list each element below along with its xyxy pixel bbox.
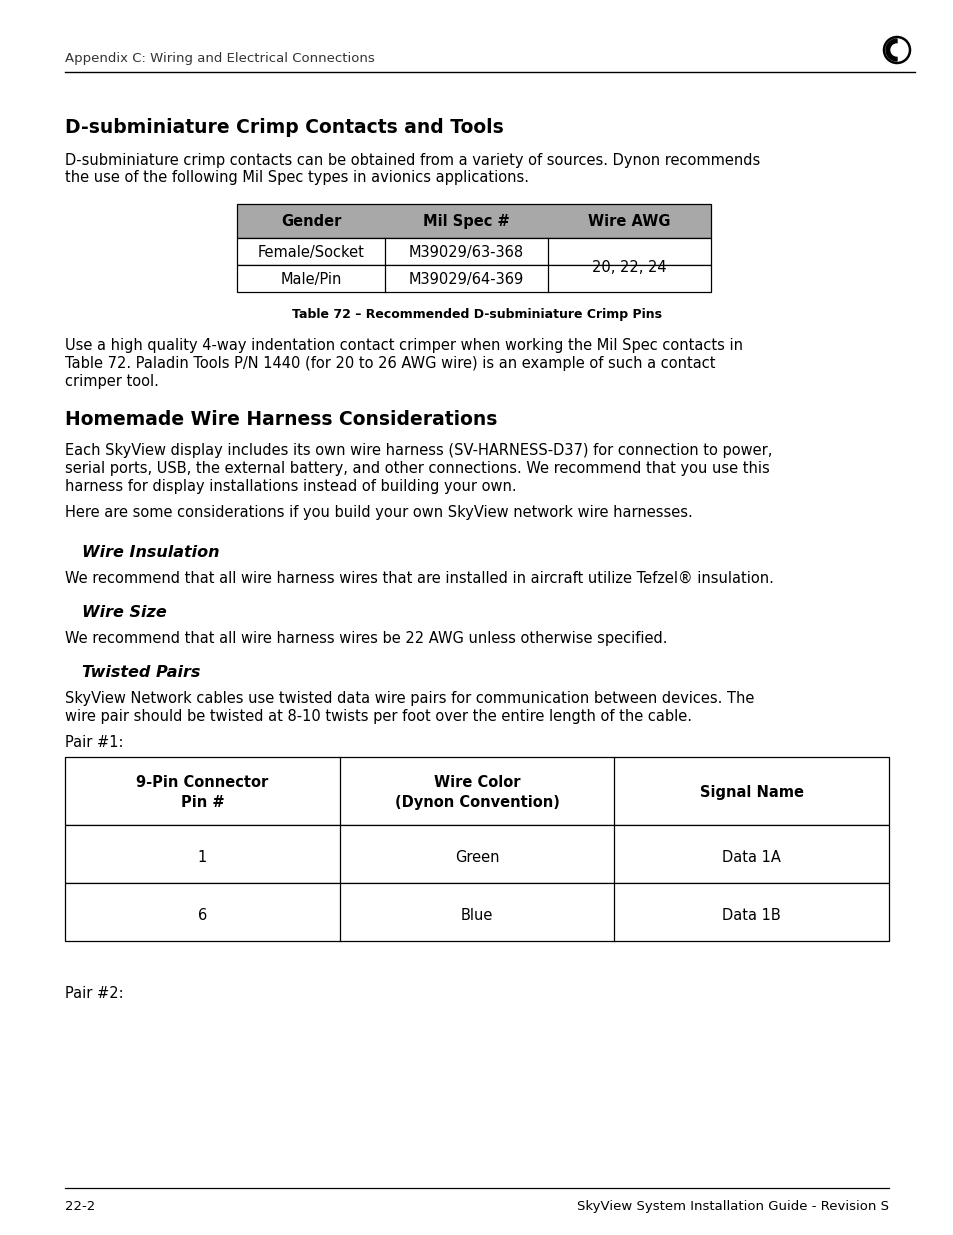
Text: Wire Color: Wire Color (434, 776, 519, 790)
Text: We recommend that all wire harness wires be 22 AWG unless otherwise specified.: We recommend that all wire harness wires… (65, 631, 667, 646)
Text: Appendix C: Wiring and Electrical Connections: Appendix C: Wiring and Electrical Connec… (65, 52, 375, 65)
Bar (65, 825, 888, 883)
Text: Twisted Pairs: Twisted Pairs (82, 664, 200, 680)
Text: M39029/64-369: M39029/64-369 (409, 272, 523, 287)
Text: Green: Green (455, 850, 498, 864)
Text: Table 72. Paladin Tools P/N 1440 (for 20 to 26 AWG wire) is an example of such a: Table 72. Paladin Tools P/N 1440 (for 20… (65, 356, 715, 370)
Text: Pair #2:: Pair #2: (65, 986, 124, 1002)
Text: Wire AWG: Wire AWG (588, 214, 670, 228)
Text: Pin #: Pin # (180, 795, 224, 810)
Text: Data 1B: Data 1B (721, 908, 781, 923)
Text: Blue: Blue (460, 908, 493, 923)
Text: D-subminiature Crimp Contacts and Tools: D-subminiature Crimp Contacts and Tools (65, 119, 503, 137)
Text: Data 1A: Data 1A (721, 850, 781, 864)
Bar (236, 238, 710, 266)
Text: Male/Pin: Male/Pin (280, 272, 341, 287)
Bar (236, 266, 710, 291)
Bar (65, 883, 888, 941)
Text: (Dynon Convention): (Dynon Convention) (395, 795, 558, 810)
Text: We recommend that all wire harness wires that are installed in aircraft utilize : We recommend that all wire harness wires… (65, 571, 773, 585)
Text: 20, 22, 24: 20, 22, 24 (592, 261, 666, 275)
Text: 9-Pin Connector: 9-Pin Connector (136, 776, 268, 790)
Text: SkyView System Installation Guide - Revision S: SkyView System Installation Guide - Revi… (577, 1200, 888, 1213)
Text: Table 72 – Recommended D-subminiature Crimp Pins: Table 72 – Recommended D-subminiature Cr… (292, 308, 661, 321)
Text: Mil Spec #: Mil Spec # (423, 214, 509, 228)
Bar (65, 757, 888, 825)
Text: harness for display installations instead of building your own.: harness for display installations instea… (65, 479, 517, 494)
Text: 22-2: 22-2 (65, 1200, 95, 1213)
Text: 1: 1 (197, 850, 207, 864)
Text: Homemade Wire Harness Considerations: Homemade Wire Harness Considerations (65, 410, 497, 429)
Text: M39029/63-368: M39029/63-368 (409, 245, 523, 261)
Circle shape (890, 44, 902, 56)
Text: Each SkyView display includes its own wire harness (SV-HARNESS-D37) for connecti: Each SkyView display includes its own wi… (65, 443, 772, 458)
Text: Use a high quality 4-way indentation contact crimper when working the Mil Spec c: Use a high quality 4-way indentation con… (65, 338, 742, 353)
Text: serial ports, USB, the external battery, and other connections. We recommend tha: serial ports, USB, the external battery,… (65, 461, 769, 475)
Text: 6: 6 (197, 908, 207, 923)
Bar (236, 204, 710, 238)
Text: SkyView Network cables use twisted data wire pairs for communication between dev: SkyView Network cables use twisted data … (65, 692, 754, 706)
Text: D-subminiature crimp contacts can be obtained from a variety of sources. Dynon r: D-subminiature crimp contacts can be obt… (65, 153, 760, 185)
Text: Here are some considerations if you build your own SkyView network wire harnesse: Here are some considerations if you buil… (65, 505, 692, 520)
Text: crimper tool.: crimper tool. (65, 374, 159, 389)
Wedge shape (885, 40, 896, 61)
Text: Female/Socket: Female/Socket (257, 245, 364, 261)
Text: wire pair should be twisted at 8-10 twists per foot over the entire length of th: wire pair should be twisted at 8-10 twis… (65, 709, 691, 724)
Text: Signal Name: Signal Name (699, 785, 802, 800)
Text: Pair #1:: Pair #1: (65, 735, 123, 750)
Text: Gender: Gender (280, 214, 341, 228)
Text: Wire Size: Wire Size (82, 605, 167, 620)
Text: Wire Insulation: Wire Insulation (82, 545, 219, 559)
